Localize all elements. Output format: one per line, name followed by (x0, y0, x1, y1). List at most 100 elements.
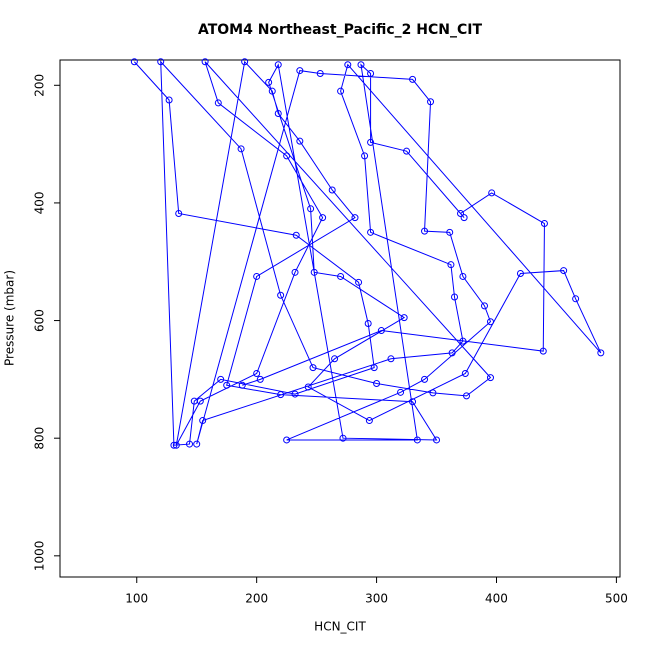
data-point (367, 70, 375, 78)
data-point (361, 152, 369, 160)
data-point (265, 78, 273, 86)
data-point (241, 58, 249, 66)
y-axis-label: Pressure (mbar) (3, 270, 17, 366)
data-point (463, 392, 471, 400)
data-point (193, 440, 201, 448)
data-point (560, 267, 568, 275)
data-point (253, 272, 261, 280)
y-tick-label: 200 (33, 74, 47, 97)
data-point (175, 210, 183, 218)
x-tick-label: 400 (485, 592, 508, 606)
data-point (457, 210, 465, 218)
data-point (186, 440, 194, 448)
data-point (328, 186, 336, 194)
data-point (337, 272, 345, 280)
data-point (165, 96, 173, 104)
data-point (304, 383, 312, 391)
data-point (283, 436, 291, 444)
data-point (291, 268, 299, 276)
x-tick-label: 200 (245, 592, 268, 606)
x-tick-label: 100 (125, 592, 148, 606)
data-point (274, 110, 282, 118)
data-point (253, 369, 261, 377)
data-point (296, 67, 304, 75)
data-point (296, 137, 304, 145)
data-point (199, 417, 207, 425)
data-point (400, 314, 408, 322)
y-tick-label: 800 (33, 427, 47, 450)
data-point (196, 397, 204, 405)
data-point (459, 337, 467, 345)
data-point (367, 228, 375, 236)
data-point (427, 98, 435, 106)
data-point (274, 61, 282, 69)
data-point (309, 364, 317, 372)
data-point (283, 152, 291, 160)
data-point (157, 58, 165, 66)
data-point (460, 214, 468, 222)
data-point (331, 355, 339, 363)
x-tick-label: 500 (605, 592, 628, 606)
data-point (461, 369, 469, 377)
data-point (421, 227, 429, 235)
data-point (397, 388, 405, 396)
data-point (170, 441, 178, 449)
data-point (223, 381, 231, 389)
data-point (277, 391, 285, 399)
data-point (488, 189, 496, 197)
data-point (448, 349, 456, 357)
data-point (268, 87, 276, 95)
data-point (337, 87, 345, 95)
data-point (367, 138, 375, 146)
data-point (292, 231, 300, 239)
data-point (277, 291, 285, 299)
data-point (429, 389, 437, 397)
y-tick-label: 400 (33, 191, 47, 214)
data-point (486, 318, 494, 326)
data-point (409, 398, 417, 406)
x-axis-label: HCN_CIT (314, 620, 366, 634)
data-point (316, 70, 324, 78)
data-point (486, 374, 494, 382)
data-point (409, 75, 417, 83)
data-point (365, 417, 373, 425)
data-point (217, 375, 225, 383)
y-tick-label: 1000 (33, 541, 47, 572)
data-point (310, 268, 318, 276)
y-tick-label: 600 (33, 309, 47, 332)
data-point (540, 220, 548, 228)
data-point (237, 145, 245, 153)
data-line (133, 60, 602, 446)
data-point (130, 58, 138, 66)
data-point (597, 349, 605, 357)
data-point (351, 214, 359, 222)
data-point (572, 295, 580, 303)
data-point (459, 272, 467, 280)
data-point (339, 434, 347, 442)
data-point (373, 379, 381, 387)
data-point (172, 441, 180, 449)
data-point (357, 61, 365, 69)
data-point (344, 61, 352, 69)
data-point (403, 147, 411, 155)
data-point (214, 99, 222, 107)
data-point (413, 436, 421, 444)
data-point (370, 364, 378, 372)
plot-frame (59, 59, 621, 578)
data-point (446, 228, 454, 236)
data-point (451, 293, 459, 301)
data-point (201, 58, 209, 66)
data-point (377, 327, 385, 335)
data-point (387, 355, 395, 363)
data-point (319, 214, 327, 222)
data-point (421, 375, 429, 383)
data-point (364, 319, 372, 327)
data-point (447, 261, 455, 269)
data-point (433, 436, 441, 444)
x-tick-label: 300 (365, 592, 388, 606)
data-point (539, 347, 547, 355)
data-point (480, 302, 488, 310)
data-point (516, 270, 524, 278)
